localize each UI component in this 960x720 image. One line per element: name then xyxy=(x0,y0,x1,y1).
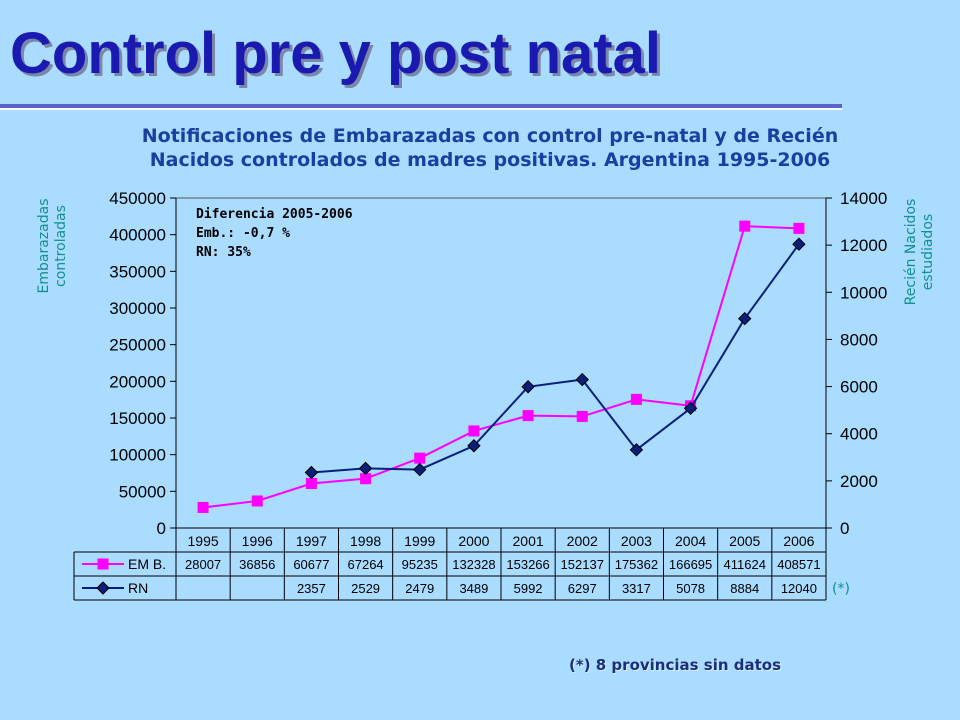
series-rn-legend-label: RN xyxy=(128,580,148,596)
subtitle-line-2: Nacidos controlados de madres positivas.… xyxy=(149,149,831,171)
x-tick-label: 1997 xyxy=(296,533,327,549)
table-cell-emb: 408571 xyxy=(777,557,820,572)
series-emb-point xyxy=(576,410,588,422)
x-tick-label: 2004 xyxy=(675,533,706,549)
y-left-tick-label: 200000 xyxy=(109,372,166,391)
annotation-line: Diferencia 2005-2006 xyxy=(196,207,353,222)
table-cell-emb: 132328 xyxy=(452,557,495,572)
chart-subtitle: Notificaciones de Embarazadas con contro… xyxy=(60,124,920,172)
series-rn-point xyxy=(521,380,535,394)
series-rn-point xyxy=(304,465,319,480)
y-right-tick-label: 6000 xyxy=(840,378,878,397)
table-cell-emb: 411624 xyxy=(724,557,766,572)
y-right-axis-label: Recién Nacidosestudiados xyxy=(903,199,936,306)
series-rn-line xyxy=(311,243,800,474)
y-right-tick-label: 14000 xyxy=(840,189,887,208)
table-cell-emb: 67264 xyxy=(348,557,384,572)
series-emb-point xyxy=(522,410,534,422)
table-cell-emb: 152137 xyxy=(561,557,604,572)
y-left-tick-label: 100000 xyxy=(109,446,166,465)
series-emb-point xyxy=(414,452,426,464)
series-rn-legend-marker xyxy=(96,581,110,595)
y-left-tick-label: 50000 xyxy=(119,482,166,501)
x-tick-label: 1995 xyxy=(188,533,219,549)
series-emb-point xyxy=(251,495,263,507)
series-rn-point xyxy=(467,439,481,453)
table-cell-rn: 5078 xyxy=(676,581,705,596)
table-cell-rn: 2479 xyxy=(405,581,434,596)
table-cell-emb: 95235 xyxy=(402,557,438,572)
table-cell-rn: 5992 xyxy=(514,581,543,596)
table-cell-rn: 3317 xyxy=(622,581,651,596)
table-cell-emb: 60677 xyxy=(293,557,329,572)
x-tick-label: 2002 xyxy=(567,533,598,549)
table-cell-rn: 2357 xyxy=(297,581,326,596)
y-left-tick-label: 300000 xyxy=(109,299,166,318)
y-right-tick-label: 0 xyxy=(840,519,849,538)
x-tick-label: 2000 xyxy=(458,533,489,549)
series-emb-point xyxy=(360,473,372,485)
y-right-tick-label: 2000 xyxy=(840,472,878,491)
y-right-tick-label: 4000 xyxy=(840,425,878,444)
x-tick-label: 2003 xyxy=(621,533,652,549)
series-emb-point xyxy=(197,501,209,513)
y-right-tick-label: 10000 xyxy=(840,283,887,302)
x-tick-label: 2001 xyxy=(513,533,544,549)
series-emb-point xyxy=(630,393,642,405)
y-right-tick-label: 8000 xyxy=(840,330,878,349)
annotation-line: Emb.: -0,7 % xyxy=(196,226,290,241)
series-emb-point xyxy=(739,220,751,232)
table-cell-rn: 6297 xyxy=(568,581,597,596)
series-emb-point xyxy=(793,222,805,234)
slide-title: Control pre y post natal xyxy=(10,21,661,86)
y-left-tick-label: 350000 xyxy=(109,262,166,281)
table-cell-rn: 3489 xyxy=(459,581,488,596)
table-cell-emb: 153266 xyxy=(506,557,549,572)
footnote: (*) 8 provincias sin datos xyxy=(569,656,782,674)
table-note: (*) xyxy=(832,581,850,597)
series-rn-point xyxy=(792,237,806,251)
table-cell-emb: 36856 xyxy=(239,557,275,572)
series-emb-point xyxy=(305,478,317,490)
x-tick-label: 2006 xyxy=(783,533,814,549)
series-rn-point xyxy=(683,401,698,416)
table-cell-emb: 28007 xyxy=(185,557,221,572)
subtitle-line-1: Notificaciones de Embarazadas con contro… xyxy=(141,125,839,147)
series-rn-point xyxy=(738,311,752,326)
y-right-tick-label: 12000 xyxy=(840,236,887,255)
x-tick-label: 1996 xyxy=(242,533,273,549)
y-left-tick-label: 0 xyxy=(157,519,166,538)
table-cell-emb: 166695 xyxy=(669,557,712,572)
title-divider xyxy=(0,104,842,110)
annotation-line: RN: 35% xyxy=(196,245,251,260)
table-cell-rn: 8884 xyxy=(730,581,759,596)
series-rn-point xyxy=(358,461,373,476)
series-emb-legend-marker xyxy=(97,558,109,570)
series-emb-line xyxy=(202,225,799,509)
y-left-tick-label: 450000 xyxy=(109,189,166,208)
series-emb-point xyxy=(468,425,480,437)
table-cell-rn: 2529 xyxy=(351,581,380,596)
series-rn-point xyxy=(413,462,427,477)
x-tick-label: 1998 xyxy=(350,533,381,549)
y-left-tick-label: 400000 xyxy=(109,226,166,245)
y-left-tick-label: 150000 xyxy=(109,409,166,428)
table-cell-emb: 175362 xyxy=(615,557,658,572)
plot-area xyxy=(175,197,827,529)
table-cell-rn: 12040 xyxy=(781,581,817,596)
series-rn-point xyxy=(629,443,644,457)
x-tick-label: 2005 xyxy=(729,533,760,549)
x-tick-label: 1999 xyxy=(404,533,435,549)
series-emb-legend-label: EM B. xyxy=(128,556,166,572)
series-rn-point xyxy=(575,372,589,387)
y-left-tick-label: 250000 xyxy=(109,336,166,355)
y-left-axis-label: Embarazadascontroladas xyxy=(36,199,69,294)
